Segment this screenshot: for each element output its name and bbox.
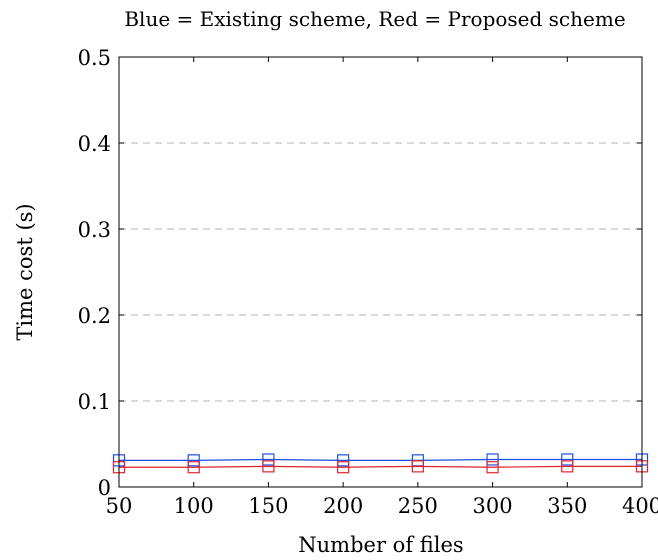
x-axis-label: Number of files: [298, 533, 463, 557]
y-tick-label: 0: [98, 476, 111, 500]
x-tick-label: 400: [622, 494, 658, 518]
data-point-marker: [262, 460, 275, 473]
x-tick-label: 300: [473, 494, 513, 518]
data-point-marker: [561, 453, 574, 466]
series-line: [119, 458, 642, 461]
data-point-marker: [561, 460, 574, 473]
x-tick-label: 250: [398, 494, 438, 518]
x-axis-ticks: 50 100 150 200 250 300 350 400: [106, 57, 658, 518]
x-tick-label: 100: [174, 494, 214, 518]
y-axis-label: Time cost (s): [13, 203, 37, 340]
y-tick-label: 0.4: [78, 132, 111, 156]
x-tick-label: 50: [106, 494, 133, 518]
y-tick-label: 0.1: [78, 390, 111, 414]
data-point-marker: [486, 453, 499, 466]
data-point-marker: [337, 454, 350, 467]
x-tick-label: 150: [248, 494, 288, 518]
series-line: [119, 465, 642, 468]
x-tick-label: 200: [323, 494, 363, 518]
x-tick-label: 350: [547, 494, 587, 518]
y-tick-label: 0.5: [78, 46, 111, 70]
series-1: [112, 453, 649, 467]
plot-frame: [118, 56, 643, 488]
series-2: [112, 460, 649, 474]
grid-lines: [119, 142, 642, 402]
y-tick-label: 0.3: [78, 218, 111, 242]
chart-title: Blue = Existing scheme, Red = Proposed s…: [124, 7, 625, 31]
y-tick-label: 0.2: [78, 304, 111, 328]
y-axis-ticks: 0 0.1 0.2 0.3 0.4 0.5: [78, 46, 642, 500]
data-point-marker: [337, 461, 350, 474]
data-point-marker: [262, 453, 275, 466]
data-point-marker: [187, 461, 200, 474]
data-point-marker: [411, 460, 424, 473]
data-point-marker: [187, 454, 200, 467]
plot-series: [112, 453, 649, 474]
data-point-marker: [486, 461, 499, 474]
